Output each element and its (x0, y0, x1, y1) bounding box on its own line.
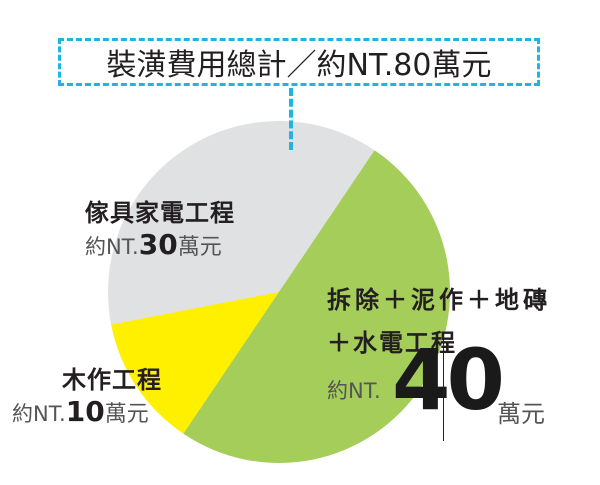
amount-prefix: 約NT. (85, 235, 139, 259)
label-woodwork-amount: 約NT.10萬元 (12, 395, 149, 428)
pie-chart (108, 121, 450, 463)
label-demolition: 拆除＋泥作＋地磚 ＋水電工程 (327, 280, 551, 358)
label-demolition-line1: 拆除＋泥作＋地磚 (327, 286, 551, 314)
amount-prefix: 約NT. (12, 402, 66, 426)
label-demolition-prefix: 約NT. (327, 379, 381, 403)
label-furniture-amount: 約NT.30萬元 (85, 228, 235, 261)
amount-unit: 萬元 (104, 402, 149, 427)
amount-divider-line (443, 333, 444, 441)
title-connector-line (289, 88, 293, 150)
label-woodwork-name: 木作工程 (62, 366, 162, 394)
label-demolition-line2: ＋水電工程 (327, 329, 457, 357)
amount-unit: 萬元 (177, 235, 222, 260)
chart-title-box: 裝潢費用總計／約NT.80萬元 (58, 38, 540, 86)
label-furniture-name: 傢具家電工程 (85, 199, 235, 227)
label-demolition-amount: 40 (392, 331, 505, 429)
label-demolition-unit: 萬元 (497, 400, 545, 428)
amount-value: 10 (65, 395, 105, 428)
chart-title: 裝潢費用總計／約NT.80萬元 (106, 48, 492, 83)
label-furniture: 傢具家電工程 約NT.30萬元 (85, 193, 235, 261)
amount-value: 30 (138, 228, 178, 261)
label-woodwork: 木作工程 (62, 360, 168, 395)
